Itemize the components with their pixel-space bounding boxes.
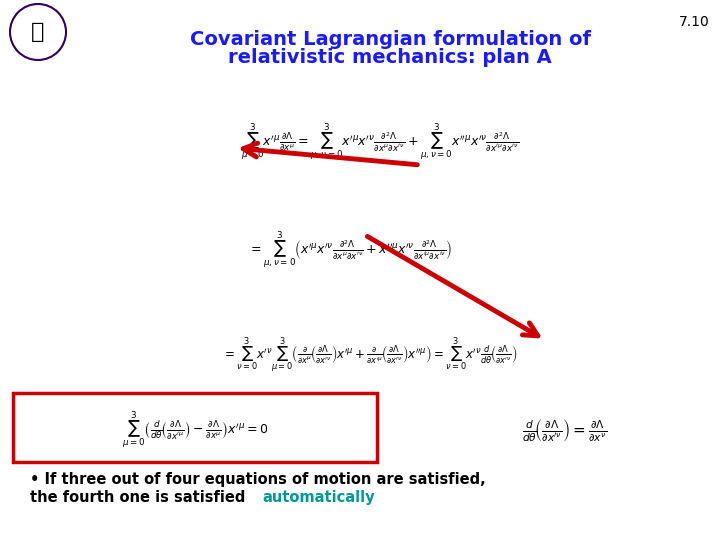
- Text: $\sum_{\mu=0}^{3} \left( \frac{d}{d\theta}\!\left(\frac{\partial\Lambda}{\partia: $\sum_{\mu=0}^{3} \left( \frac{d}{d\thet…: [122, 409, 268, 451]
- Text: $= \sum_{\nu=0}^{3} x^{\prime\nu} \sum_{\mu=0}^{3} \left( \frac{\partial}{\parti: $= \sum_{\nu=0}^{3} x^{\prime\nu} \sum_{…: [222, 335, 518, 375]
- Text: Covariant Lagrangian formulation of: Covariant Lagrangian formulation of: [189, 30, 590, 49]
- Text: 7.10: 7.10: [679, 15, 710, 29]
- Text: $\frac{d}{d\theta}\!\left(\frac{\partial\Lambda}{\partial x^{\prime\nu}}\right) : $\frac{d}{d\theta}\!\left(\frac{\partial…: [523, 416, 608, 443]
- Text: automatically: automatically: [262, 490, 374, 505]
- Text: 🦎: 🦎: [31, 22, 45, 42]
- Text: • If three out of four equations of motion are satisfied,: • If three out of four equations of moti…: [30, 472, 486, 487]
- Text: relativistic mechanics: plan A: relativistic mechanics: plan A: [228, 48, 552, 67]
- Text: $= \sum_{\mu,\nu=0}^{3} \left( x^{\prime\mu} x^{\prime\nu} \frac{\partial^2\Lamb: $= \sum_{\mu,\nu=0}^{3} \left( x^{\prime…: [248, 229, 452, 271]
- Text: the fourth one is satisfied: the fourth one is satisfied: [30, 490, 251, 505]
- Text: $\sum_{\mu=0}^{3} x^{\prime\mu} \frac{\partial\Lambda}{\partial x^{\mu}} = \sum_: $\sum_{\mu=0}^{3} x^{\prime\mu} \frac{\p…: [241, 121, 519, 163]
